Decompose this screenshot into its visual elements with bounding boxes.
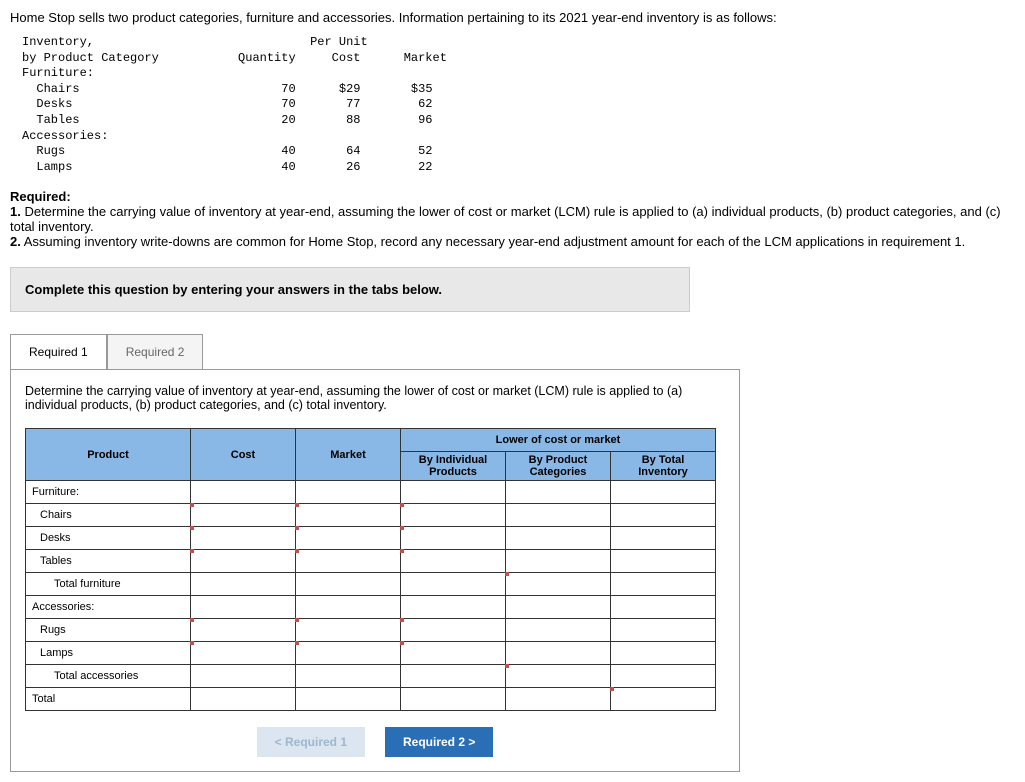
intro-text: Home Stop sells two product categories, … (10, 10, 1015, 25)
nav-row: < Required 1 Required 2 > (25, 727, 725, 757)
input-tables-ind[interactable] (401, 550, 506, 573)
th-by-individual: By Individual Products (401, 452, 506, 481)
cell-total-furniture-label: Total furniture (26, 573, 191, 596)
input-chairs-market[interactable] (296, 504, 401, 527)
table-row: Desks (26, 527, 716, 550)
cell-rugs-label: Rugs (26, 619, 191, 642)
input-desks-ind[interactable] (401, 527, 506, 550)
tables-m: 96 (418, 113, 432, 127)
input-lamps-market[interactable] (296, 642, 401, 665)
req1-text: Determine the carrying value of inventor… (10, 204, 1001, 234)
rugs-q: 40 (281, 144, 295, 158)
inv-h2: by Product Category (22, 51, 159, 65)
row-desks: Desks (36, 97, 72, 111)
table-row: Lamps (26, 642, 716, 665)
required-section: Required: 1. Determine the carrying valu… (10, 189, 1015, 249)
inventory-data-table: Inventory, Per Unit by Product Category … (22, 35, 1015, 175)
cell-chairs-label: Chairs (26, 504, 191, 527)
required-label: Required: (10, 189, 71, 204)
col-mkt: Market (404, 51, 447, 65)
row-acc: Accessories: (22, 129, 108, 143)
cell-tables-label: Tables (26, 550, 191, 573)
cell-furniture-label: Furniture: (26, 481, 191, 504)
input-rugs-ind[interactable] (401, 619, 506, 642)
table-row: Rugs (26, 619, 716, 642)
row-rugs: Rugs (36, 144, 65, 158)
th-by-total: By Total Inventory (611, 452, 716, 481)
col-qty: Quantity (238, 51, 296, 65)
cell-total-accessories-label: Total accessories (26, 665, 191, 688)
table-row: Total furniture (26, 573, 716, 596)
desks-m: 62 (418, 97, 432, 111)
input-desks-market[interactable] (296, 527, 401, 550)
th-market: Market (296, 429, 401, 481)
req2-num: 2. (10, 234, 21, 249)
th-cost: Cost (191, 429, 296, 481)
input-rugs-cost[interactable] (191, 619, 296, 642)
cell-accessories-label: Accessories: (26, 596, 191, 619)
req1-num: 1. (10, 204, 21, 219)
answer-table: Product Cost Market Lower of cost or mar… (25, 428, 716, 711)
rugs-m: 52 (418, 144, 432, 158)
desks-c: 77 (346, 97, 360, 111)
cell-total-label: Total (26, 688, 191, 711)
tab-panel-required-1: Determine the carrying value of inventor… (10, 369, 740, 772)
inv-h1: Inventory, (22, 35, 94, 49)
req2-text: Assuming inventory write-downs are commo… (21, 234, 965, 249)
col-per: Per Unit (310, 35, 368, 49)
input-desks-cost[interactable] (191, 527, 296, 550)
prev-button[interactable]: < Required 1 (257, 727, 365, 757)
input-totacc-cat[interactable] (506, 665, 611, 688)
row-chairs: Chairs (36, 82, 79, 96)
lamps-m: 22 (418, 160, 432, 174)
chairs-m: $35 (411, 82, 433, 96)
th-product: Product (26, 429, 191, 481)
tab-required-1[interactable]: Required 1 (10, 334, 107, 370)
input-chairs-ind[interactable] (401, 504, 506, 527)
row-tables: Tables (36, 113, 79, 127)
lamps-c: 26 (346, 160, 360, 174)
input-lamps-ind[interactable] (401, 642, 506, 665)
instruction-box: Complete this question by entering your … (10, 267, 690, 312)
table-row: Accessories: (26, 596, 716, 619)
row-lamps: Lamps (36, 160, 72, 174)
input-totfurn-cat[interactable] (506, 573, 611, 596)
input-lamps-cost[interactable] (191, 642, 296, 665)
row-furn: Furniture: (22, 66, 94, 80)
chairs-c: $29 (339, 82, 361, 96)
col-cost: Cost (332, 51, 361, 65)
table-row: Tables (26, 550, 716, 573)
chairs-q: 70 (281, 82, 295, 96)
table-row: Total (26, 688, 716, 711)
tables-q: 20 (281, 113, 295, 127)
cell-lamps-label: Lamps (26, 642, 191, 665)
tab-required-2[interactable]: Required 2 (107, 334, 204, 370)
tab-strip: Required 1 Required 2 (10, 334, 1015, 370)
table-row: Total accessories (26, 665, 716, 688)
table-row: Chairs (26, 504, 716, 527)
th-lcm-group: Lower of cost or market (401, 429, 716, 452)
lamps-q: 40 (281, 160, 295, 174)
input-tables-market[interactable] (296, 550, 401, 573)
tab-description: Determine the carrying value of inventor… (25, 384, 725, 412)
desks-q: 70 (281, 97, 295, 111)
input-total-inv[interactable] (611, 688, 716, 711)
next-button[interactable]: Required 2 > (385, 727, 493, 757)
table-row: Furniture: (26, 481, 716, 504)
input-tables-cost[interactable] (191, 550, 296, 573)
input-rugs-market[interactable] (296, 619, 401, 642)
cell-desks-label: Desks (26, 527, 191, 550)
rugs-c: 64 (346, 144, 360, 158)
tables-c: 88 (346, 113, 360, 127)
th-by-category: By Product Categories (506, 452, 611, 481)
input-chairs-cost[interactable] (191, 504, 296, 527)
